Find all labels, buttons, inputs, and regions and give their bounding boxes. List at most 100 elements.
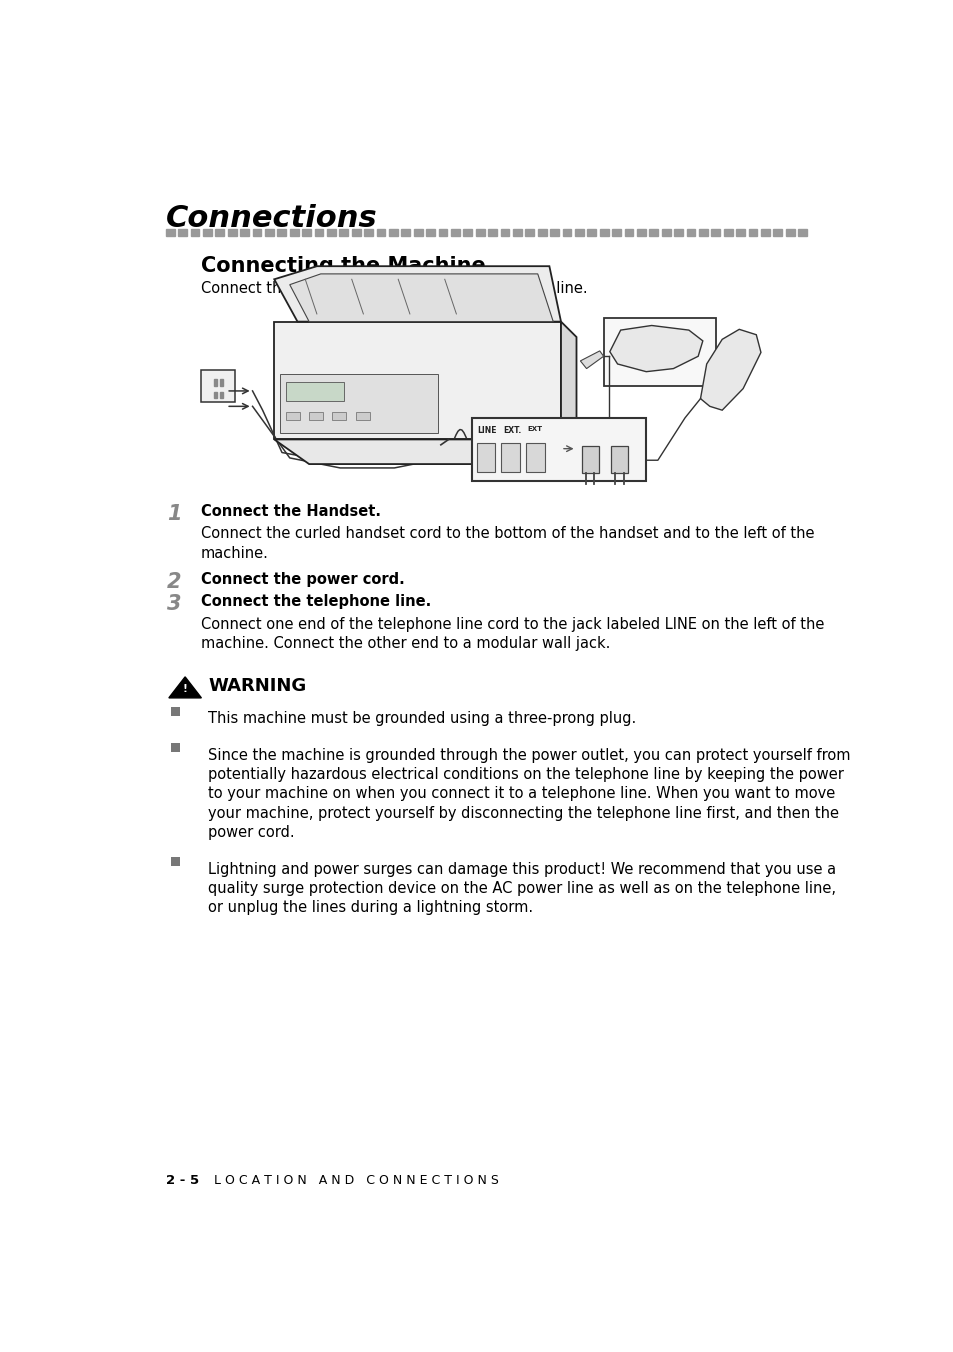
Bar — [612, 230, 620, 235]
Polygon shape — [169, 677, 201, 698]
Bar — [550, 230, 558, 235]
Bar — [476, 442, 495, 472]
Bar — [525, 442, 544, 472]
Bar — [265, 230, 274, 235]
Bar — [364, 230, 373, 235]
Polygon shape — [560, 322, 576, 464]
Text: !: ! — [182, 684, 188, 694]
Text: Lightning and power surges can damage this product! We recommend that you use a: Lightning and power surges can damage th… — [208, 861, 836, 876]
Bar — [277, 230, 286, 235]
Bar — [401, 230, 410, 235]
Text: 2 - 5: 2 - 5 — [166, 1174, 198, 1187]
Bar — [171, 707, 180, 715]
Bar — [785, 230, 794, 235]
Bar — [603, 318, 716, 385]
Bar — [191, 230, 199, 235]
Bar — [201, 370, 235, 403]
Bar — [637, 230, 645, 235]
Text: 2: 2 — [167, 572, 182, 592]
Bar — [290, 230, 298, 235]
Bar — [500, 230, 509, 235]
Bar — [302, 230, 311, 235]
Text: Connecting the Machine: Connecting the Machine — [200, 256, 485, 276]
Bar — [773, 230, 781, 235]
Bar — [587, 230, 596, 235]
Text: LINE: LINE — [477, 426, 497, 434]
Bar — [760, 230, 769, 235]
Text: WARNING: WARNING — [208, 677, 306, 695]
Polygon shape — [579, 352, 603, 369]
Bar — [286, 381, 344, 402]
Bar — [171, 857, 180, 867]
Bar — [537, 230, 546, 235]
Bar — [332, 412, 346, 420]
Text: your machine, protect yourself by disconnecting the telephone line first, and th: your machine, protect yourself by discon… — [208, 806, 839, 821]
Bar — [699, 230, 707, 235]
Text: quality surge protection device on the AC power line as well as on the telephone: quality surge protection device on the A… — [208, 882, 836, 896]
Bar — [736, 230, 744, 235]
Bar — [661, 230, 670, 235]
Text: Connect the Handset.: Connect the Handset. — [200, 504, 380, 519]
Text: Connect the curled handset cord to the bottom of the handset and to the left of : Connect the curled handset cord to the b… — [200, 526, 813, 541]
Text: 1: 1 — [167, 504, 182, 525]
Text: Connect the telephone line.: Connect the telephone line. — [200, 595, 431, 610]
Bar — [488, 230, 497, 235]
Bar — [352, 230, 360, 235]
Bar — [314, 230, 323, 235]
Bar — [166, 230, 174, 235]
Polygon shape — [290, 274, 553, 322]
Bar — [240, 230, 249, 235]
Bar — [525, 230, 534, 235]
Polygon shape — [700, 330, 760, 410]
Bar — [213, 392, 216, 397]
Bar — [426, 230, 435, 235]
Bar — [513, 230, 521, 235]
Text: power cord.: power cord. — [208, 825, 294, 840]
Text: potentially hazardous electrical conditions on the telephone line by keeping the: potentially hazardous electrical conditi… — [208, 767, 843, 781]
Text: machine. Connect the other end to a modular wall jack.: machine. Connect the other end to a modu… — [200, 637, 609, 652]
Bar — [286, 412, 299, 420]
Bar — [748, 230, 757, 235]
Text: or unplug the lines during a lightning storm.: or unplug the lines during a lightning s… — [208, 900, 533, 915]
Bar — [339, 230, 348, 235]
Bar — [581, 446, 598, 473]
Bar — [575, 230, 583, 235]
Text: 3: 3 — [167, 595, 182, 614]
Bar — [611, 446, 628, 473]
Polygon shape — [609, 326, 702, 372]
Bar — [309, 412, 323, 420]
Bar — [228, 230, 236, 235]
Bar — [500, 442, 519, 472]
Bar — [711, 230, 720, 235]
Text: EXT: EXT — [527, 426, 542, 431]
Text: Connect the power cord.: Connect the power cord. — [200, 572, 404, 587]
Bar — [599, 230, 608, 235]
Bar — [376, 230, 385, 235]
Text: This machine must be grounded using a three-prong plug.: This machine must be grounded using a th… — [208, 711, 636, 726]
Bar — [203, 230, 212, 235]
Bar — [253, 230, 261, 235]
Bar — [798, 230, 806, 235]
Bar — [451, 230, 459, 235]
Bar — [438, 230, 447, 235]
Bar — [280, 375, 437, 433]
Bar — [213, 380, 216, 385]
Text: Connections: Connections — [166, 204, 377, 233]
Bar — [463, 230, 472, 235]
Bar — [649, 230, 658, 235]
Text: L O C A T I O N   A N D   C O N N E C T I O N S: L O C A T I O N A N D C O N N E C T I O … — [213, 1174, 498, 1187]
Polygon shape — [274, 439, 576, 464]
Polygon shape — [274, 266, 560, 322]
Bar — [674, 230, 682, 235]
Text: machine.: machine. — [200, 546, 268, 561]
Text: Since the machine is grounded through the power outlet, you can protect yourself: Since the machine is grounded through th… — [208, 748, 850, 763]
Text: EXT.: EXT. — [502, 426, 520, 434]
Bar — [171, 744, 180, 752]
Text: Connect one end of the telephone line cord to the jack labeled LINE on the left : Connect one end of the telephone line co… — [200, 617, 823, 631]
Bar — [355, 412, 369, 420]
Bar — [624, 230, 633, 235]
Bar — [414, 230, 422, 235]
Bar — [178, 230, 187, 235]
Bar — [472, 418, 645, 481]
Bar — [215, 230, 224, 235]
